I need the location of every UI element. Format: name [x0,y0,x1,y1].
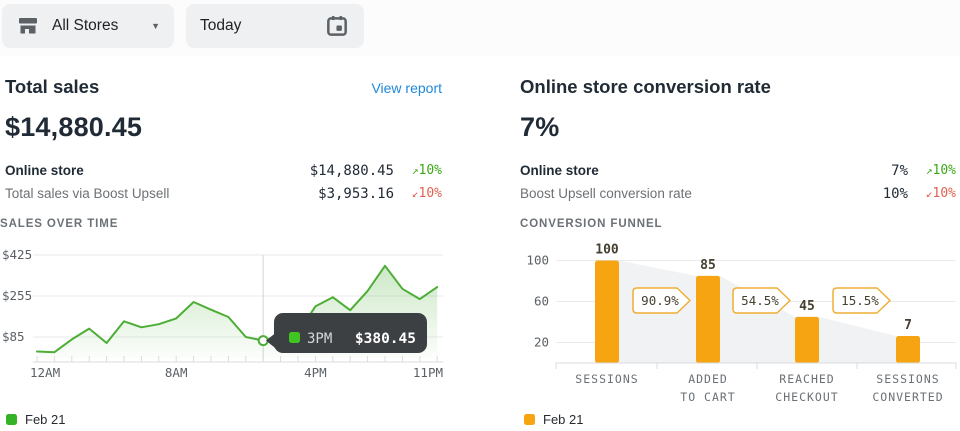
storefront-icon [16,14,40,38]
metric-label: Boost Upsell conversion rate [520,186,692,201]
down-arrow-icon: ↙ [411,187,419,200]
up-arrow-icon: ↗ [411,164,419,177]
y-axis-tick-label: $255 [2,288,32,303]
conversion-badge-label: 54.5% [741,293,779,308]
y-axis-tick-label: $85 [2,329,25,344]
conversion-badge-label: 15.5% [841,293,879,308]
x-axis-tick-label: 12AM [30,365,60,380]
conversion-badge [732,287,791,314]
category-label: CHECKOUT [775,390,838,404]
tooltip-value: $380.45 [355,331,416,347]
y-axis-tick-label: 60 [534,294,549,309]
funnel-bar[interactable] [595,260,619,364]
total-sales-value: $14,880.45 [5,112,143,142]
store-selector-button[interactable]: All Stores ▼ [2,4,174,48]
conversion-badge [832,287,891,314]
funnel-bar[interactable] [795,316,819,363]
calendar-icon [324,13,350,39]
metric-value: $14,880.45 [309,162,394,179]
change-down-indicator: ↙10% [925,186,956,201]
metric-row: Online store 7% ↗10% [520,159,956,182]
metric-row: Boost Upsell conversion rate 10% ↙10% [520,182,956,205]
topbar: All Stores ▼ Today [0,0,960,56]
category-label: SESSIONS [575,372,638,386]
metric-label: Online store [5,163,84,178]
bar-value-label: 45 [799,299,815,314]
tooltip-arrow [266,332,276,349]
tooltip-body [274,313,427,353]
change-down-indicator: ↙10% [411,186,442,201]
conversion-badge [632,287,691,314]
sales-over-time-heading: SALES OVER TIME [0,218,119,230]
conversion-rate-value: 7% [520,112,560,142]
y-axis-tick-label: $425 [2,248,32,262]
bar-value-label: 100 [595,243,619,258]
category-label: TO CART [680,390,735,404]
funnel-bar[interactable] [896,336,920,363]
x-axis-tick-label: 11PM [413,365,443,380]
date-selector-button[interactable]: Today [186,4,364,48]
store-selector-label: All Stores [52,17,119,34]
change-up-indicator: ↗10% [925,163,956,178]
conversion-badge-label: 90.9% [641,293,679,308]
total-sales-card: Total sales View report $14,880.45 Onlin… [5,68,442,205]
legend-swatch-orange [524,414,535,425]
conversion-breakdown: Online store 7% ↗10% Boost Upsell conversio… [520,159,956,205]
metric-value: 10% [882,185,908,202]
metric-label: Total sales via Boost Upsell [5,186,170,201]
sales-legend-label: Feb 21 [25,412,66,427]
sales-line [36,264,439,354]
view-report-link[interactable]: View report [371,80,442,96]
up-arrow-icon: ↗ [925,164,933,177]
down-arrow-icon: ↙ [925,187,933,200]
funnel-legend: Feb 21 [524,412,583,427]
y-axis-tick-label: 20 [534,335,549,350]
category-label: SESSIONS [876,372,939,386]
legend-swatch-green [6,414,17,425]
tooltip-time-label: 3PM [307,331,332,347]
metric-value: $3,953.16 [318,185,394,202]
category-label: CONVERTED [872,390,943,404]
chevron-down-icon: ▼ [151,21,160,31]
y-axis-tick-label: 100 [526,253,549,268]
date-selector-label: Today [200,17,242,34]
conversion-funnel-chart[interactable]: 100 60 20 100 85 45 7 90.9% 54.5% 15.5% SESSIONS AD… [520,238,960,412]
bar-value-label: 7 [904,318,912,333]
metric-value: 7% [891,162,908,179]
conversion-funnel-heading: CONVERSION FUNNEL [520,218,663,230]
category-label: ADDED [688,372,728,386]
sales-over-time-chart[interactable]: $425 $255 $85 12AM 8AM 4PM 11PM 3PM $380.45 [0,248,446,393]
total-sales-title: Total sales [5,76,100,97]
metric-label: Online store [520,163,599,178]
bar-value-label: 85 [700,258,716,273]
sales-legend: Feb 21 [6,412,65,427]
change-up-indicator: ↗10% [411,163,442,178]
metric-row: Total sales via Boost Upsell $3,953.16 ↙10… [5,182,442,205]
conversion-rate-title: Online store conversion rate [520,76,771,97]
metric-row: Online store $14,880.45 ↗10% [5,159,442,182]
tooltip-series-swatch [289,332,300,343]
x-axis-tick-label: 4PM [304,365,327,380]
chart-tooltip: 3PM $380.45 [266,313,427,353]
conversion-rate-card: Online store conversion rate 7% Online s… [520,68,956,205]
category-label: REACHED [779,372,834,386]
x-axis-tick-label: 8AM [165,365,188,380]
funnel-bar[interactable] [696,275,720,363]
total-sales-breakdown: Online store $14,880.45 ↗10% Total sales vi… [5,159,442,205]
funnel-legend-label: Feb 21 [543,412,584,427]
